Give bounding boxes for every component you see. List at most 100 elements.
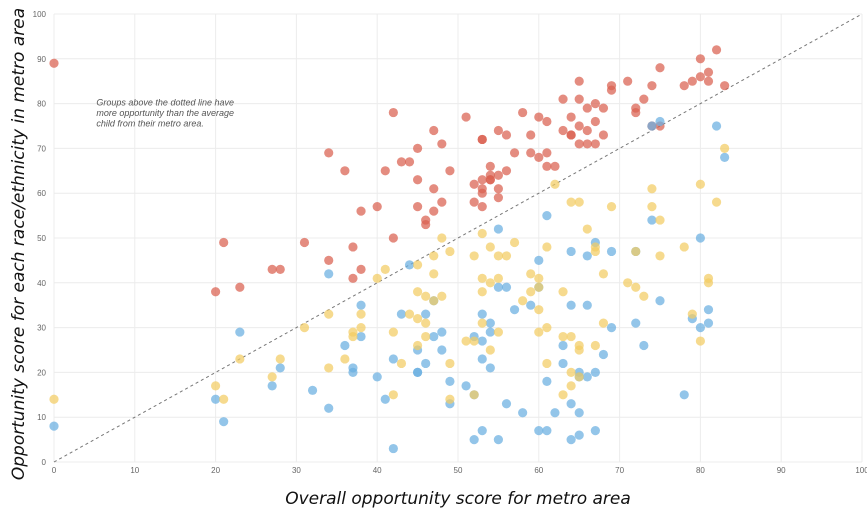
blue-data-point <box>477 426 487 436</box>
x-tick-label: 50 <box>454 466 463 475</box>
red-data-point <box>703 76 714 86</box>
red-data-point <box>542 161 552 171</box>
red-data-point <box>598 130 609 140</box>
yellow-data-point <box>598 269 609 279</box>
yellow-data-point <box>518 296 528 306</box>
yellow-data-point <box>299 323 310 333</box>
blue-data-point <box>631 318 641 328</box>
red-data-point <box>582 139 592 149</box>
blue-data-point <box>493 435 503 445</box>
red-data-point <box>534 152 544 162</box>
blue-data-point <box>703 318 714 328</box>
red-data-point <box>388 107 398 118</box>
yellow-data-point <box>356 323 366 333</box>
yellow-data-point <box>711 197 722 207</box>
red-data-point <box>679 81 689 91</box>
yellow-data-point <box>695 179 706 189</box>
y-tick-label: 30 <box>37 324 46 333</box>
red-data-point <box>582 103 592 113</box>
yellow-data-point <box>534 282 544 292</box>
yellow-data-point <box>526 269 536 279</box>
annotation-line: more opportunity than the average <box>96 108 234 118</box>
blue-data-point <box>598 349 609 360</box>
yellow-data-point <box>445 246 455 257</box>
red-data-point <box>720 81 730 91</box>
red-data-point <box>493 125 503 136</box>
blue-data-point <box>647 215 657 225</box>
blue-data-point <box>437 345 447 355</box>
red-data-point <box>396 157 407 167</box>
red-data-point <box>413 202 423 212</box>
blue-data-point <box>340 340 350 351</box>
blue-data-point <box>307 385 318 395</box>
yellow-data-point <box>469 336 479 346</box>
y-tick-label: 0 <box>42 458 47 467</box>
red-data-point <box>235 282 245 292</box>
blue-data-point <box>501 282 512 292</box>
blue-data-point <box>485 327 495 337</box>
annotation: Groups above the dotted line have more op… <box>96 98 234 129</box>
yellow-data-point <box>647 202 657 212</box>
blue-data-point <box>558 358 568 369</box>
red-data-point <box>631 103 641 113</box>
yellow-data-point <box>550 179 560 189</box>
red-data-point <box>299 237 310 248</box>
yellow-data-point <box>558 390 568 400</box>
red-data-point <box>550 161 560 171</box>
red-data-point <box>655 63 665 73</box>
yellow-data-point <box>558 331 568 342</box>
blue-data-point <box>324 403 334 413</box>
yellow-data-point <box>623 278 633 288</box>
y-axis-ticks: 0 10 20 30 40 50 60 70 80 90 100 <box>33 10 47 467</box>
yellow-data-point <box>542 323 552 333</box>
blue-data-point <box>639 340 649 351</box>
yellow-data-point <box>647 184 657 194</box>
y-tick-label: 10 <box>37 413 46 422</box>
yellow-data-point <box>631 246 641 257</box>
yellow-data-point <box>477 273 487 283</box>
y-tick-label: 80 <box>37 100 46 109</box>
blue-data-point <box>485 363 495 373</box>
yellow-data-point <box>526 287 536 297</box>
red-data-point <box>695 54 706 64</box>
blue-data-point <box>526 300 536 310</box>
yellow-data-point <box>461 336 471 346</box>
blue-data-point <box>348 363 358 373</box>
blue-data-point <box>356 331 366 342</box>
blue-data-point <box>695 233 706 243</box>
blue-data-point <box>647 121 657 131</box>
yellow-data-point <box>574 197 584 207</box>
red-data-point <box>267 264 277 274</box>
y-tick-label: 90 <box>37 55 46 64</box>
yellow-data-point <box>429 251 439 261</box>
blue-data-point <box>509 305 520 315</box>
yellow-data-point <box>493 251 503 261</box>
yellow-data-point <box>413 287 423 297</box>
yellow-data-point <box>413 340 423 351</box>
blue-data-point <box>469 435 479 445</box>
red-data-point <box>477 184 487 194</box>
yellow-data-point <box>566 331 576 342</box>
yellow-data-point <box>639 291 649 301</box>
blue-data-point <box>388 354 398 364</box>
red-data-point <box>477 175 487 185</box>
y-axis-label: Opportunity score for each race/ethnicit… <box>9 8 29 480</box>
red-data-point <box>421 215 431 225</box>
x-tick-label: 90 <box>777 466 786 475</box>
red-data-point <box>574 94 584 104</box>
x-tick-label: 10 <box>130 466 139 475</box>
red-data-point <box>219 237 229 248</box>
red-data-point <box>356 206 366 216</box>
blue-data-point <box>485 318 495 328</box>
yellow-data-point <box>388 327 398 337</box>
blue-data-point <box>534 255 544 265</box>
red-data-point <box>574 121 584 131</box>
blue-data-point <box>695 323 706 333</box>
yellow-data-point <box>566 381 576 391</box>
yellow-data-point <box>485 345 495 355</box>
red-data-point <box>413 175 423 185</box>
yellow-data-point <box>606 202 617 212</box>
yellow-data-point <box>679 242 689 252</box>
yellow-data-point <box>687 309 697 319</box>
yellow-data-point <box>49 394 59 404</box>
